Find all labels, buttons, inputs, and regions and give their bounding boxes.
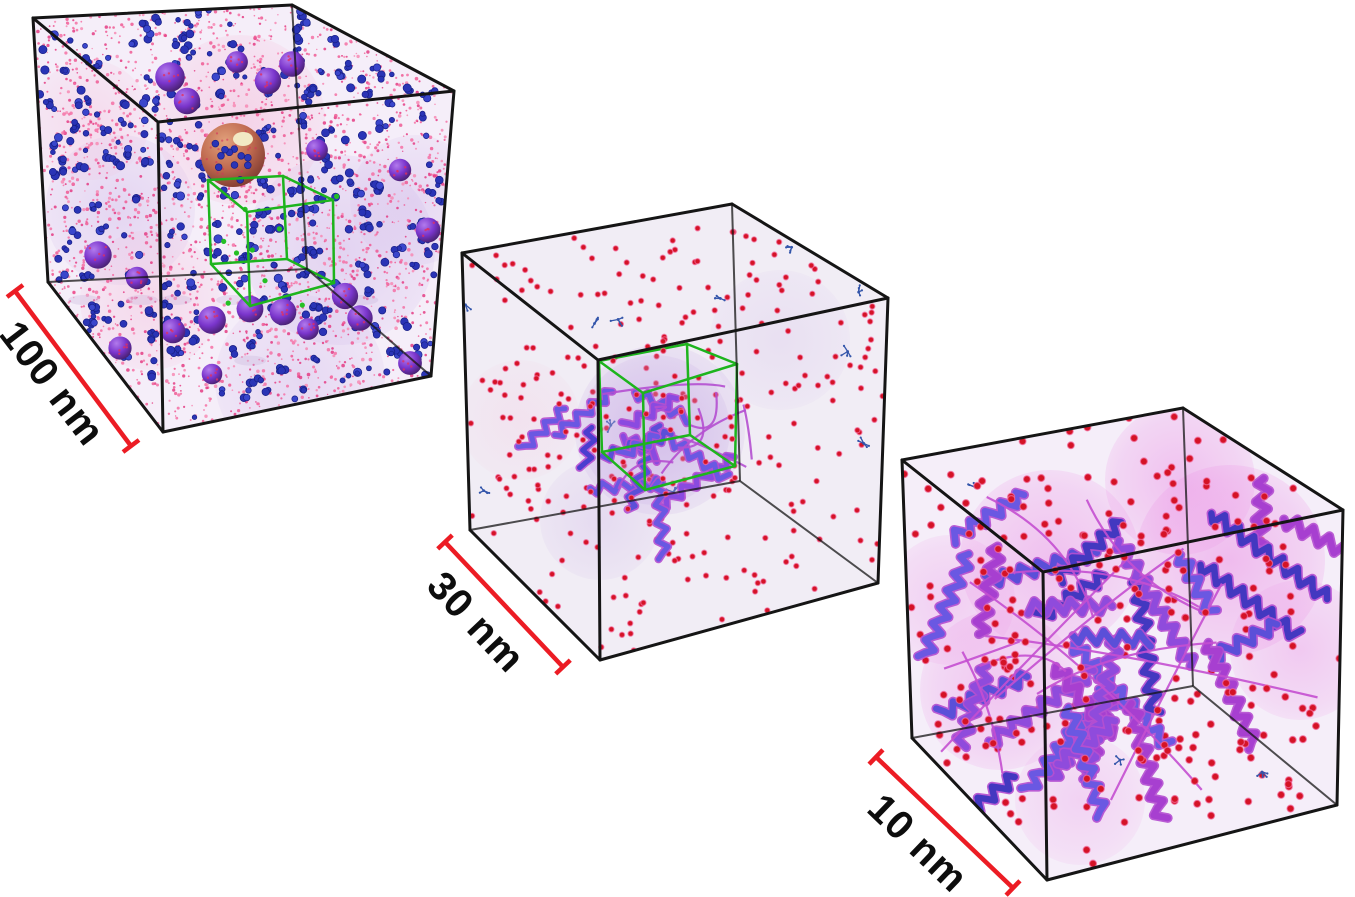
cube-contents-100nm — [33, 5, 454, 426]
cube-edges-30nm — [460, 202, 890, 662]
panel-10nm: 10 nm — [859, 406, 1345, 897]
cube-contents-30nm — [462, 225, 886, 654]
panel-100nm: 100 nm — [0, 3, 456, 454]
scale-bar-10nm — [867, 748, 1022, 897]
zoom-wirecube-icon-30nm — [597, 342, 739, 492]
cube-contents-10nm — [902, 412, 1343, 868]
panel-30nm: 30 nm — [418, 202, 890, 681]
scale-label-10nm: 10 nm — [859, 786, 976, 897]
cube-edges-100nm — [31, 3, 456, 434]
cube-edges-10nm — [900, 406, 1345, 882]
cube-faces-100nm — [33, 5, 454, 432]
cube-front-dots-30nm — [468, 232, 876, 639]
scale-bar-30nm — [436, 533, 572, 676]
scale-label-30nm: 30 nm — [418, 563, 533, 681]
scale-bar-100nm — [5, 283, 141, 454]
zoom-wirecube-icon-100nm — [206, 174, 336, 308]
